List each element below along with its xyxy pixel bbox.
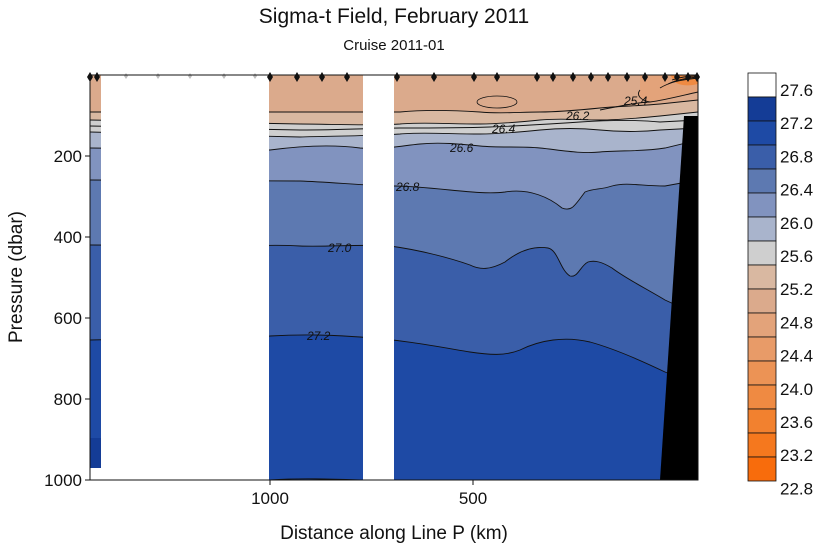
eddy-contour: [476, 95, 518, 109]
y-tick-label: 1000: [44, 471, 82, 490]
contour-labels: 25.4 26.2 26.4 26.6 26.8 27.0 27.2: [306, 94, 648, 343]
contour-label-25-4: 25.4: [623, 94, 648, 108]
colorbar-tick-label: 27.2: [780, 114, 813, 133]
colorbar-tick-label: 24.4: [780, 347, 813, 366]
y-axis: 200 400 600 800 1000 Pressure (dbar): [6, 147, 90, 490]
y-tick-label: 600: [54, 309, 82, 328]
no-data-gap-middle: [363, 75, 394, 480]
bathymetry-slope: [660, 116, 698, 480]
contour-26-6: [90, 139, 698, 153]
no-data-gap-west: [101, 75, 269, 480]
x-axis-label: Distance along Line P (km): [280, 523, 508, 544]
contour-label-27-2: 27.2: [306, 329, 331, 343]
contour-26-8: [90, 179, 698, 210]
colorbar-swatch: [747, 240, 777, 266]
x-axis: 1000 500 Distance along Line P (km): [251, 480, 508, 544]
x-tick-label: 500: [459, 489, 487, 508]
colorbar-swatch: [747, 168, 777, 194]
contour-24-8: [659, 77, 698, 89]
y-tick-label: 800: [54, 390, 82, 409]
colorbar-swatch: [747, 456, 777, 482]
y-axis-label: Pressure (dbar): [6, 211, 27, 343]
contour-25-2: [638, 89, 651, 103]
contour-label-26-4: 26.4: [491, 122, 516, 136]
colorbar-swatch: [747, 216, 777, 242]
chart-title: Sigma-t Field, February 2011: [258, 5, 530, 28]
chart-subtitle: Cruise 2011-01: [343, 37, 445, 54]
colorbar-swatch: [747, 360, 777, 386]
colorbar-tick-label: 27.6: [780, 81, 813, 100]
colorbar-swatch: [747, 288, 777, 314]
y-tick-label: 400: [54, 228, 82, 247]
y-tick-label: 200: [54, 147, 82, 166]
colorbar-tick-label: 26.4: [780, 181, 813, 200]
colorbar-tick-label: 22.8: [780, 479, 813, 498]
colorbar-tick-label: 23.2: [780, 446, 813, 465]
colorbar-swatch: [747, 144, 777, 170]
colorbar-swatch: [747, 336, 777, 362]
colorbar-swatch: [747, 264, 777, 290]
colorbar-tick-label: 25.2: [780, 280, 813, 299]
western-bottom-gap: [90, 468, 101, 480]
colorbar-tick-label: 23.6: [780, 413, 813, 432]
contour-label-26-8: 26.8: [395, 180, 420, 194]
colorbar-swatch: [747, 312, 777, 338]
colorbar-swatch: [747, 384, 777, 410]
colorbar-swatch: [747, 120, 777, 146]
colorbar-tick-label: 26.0: [780, 214, 813, 233]
contour-27-0: [90, 244, 698, 316]
contour-label-26-2: 26.2: [565, 109, 590, 123]
colorbar-tick-label: 26.8: [780, 147, 813, 166]
contour-27-2: [90, 334, 698, 386]
colorbar-tick-label: 24.8: [780, 313, 813, 332]
colorbar-swatch: [747, 408, 777, 434]
western-deep-band: [90, 438, 101, 468]
colorbar: 27.6 27.2 26.8 26.4 26.0 25.6 25.2 24.8 24.4 24.0…: [747, 72, 813, 498]
contour-label-26-6: 26.6: [449, 141, 474, 155]
x-tick-label: 1000: [251, 489, 289, 508]
colorbar-swatch: [747, 96, 777, 122]
colorbar-tick-label: 24.0: [780, 380, 813, 399]
plot-frame: [89, 74, 699, 481]
contour-label-27-0: 27.0: [327, 241, 352, 255]
colorbar-tick-label: 25.6: [780, 247, 813, 266]
colorbar-swatch: [747, 192, 777, 218]
colorbar-swatch: [747, 432, 777, 458]
plot-area: [90, 75, 698, 480]
colorbar-swatch: [747, 72, 777, 98]
